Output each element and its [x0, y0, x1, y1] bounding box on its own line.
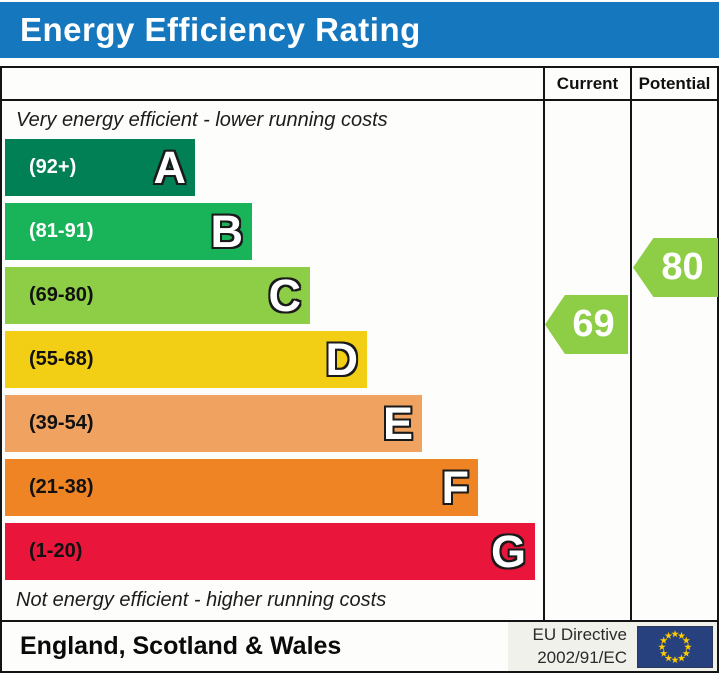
epc-band-A: (92+) A — [5, 139, 195, 196]
eu-directive-box: EU Directive 2002/91/EC — [508, 622, 717, 671]
current-rating-column: 69 — [543, 101, 630, 620]
band-range-label: (1-20) — [29, 540, 83, 562]
band-range-label: (55-68) — [29, 348, 94, 370]
epc-band-E: (39-54) E — [5, 395, 422, 452]
band-range-label: (92+) — [29, 156, 77, 178]
footer: England, Scotland & Wales EU Directive 2… — [2, 620, 717, 671]
band-range-label: (39-54) — [29, 412, 94, 434]
epc-band-F: (21-38) F — [5, 459, 478, 516]
column-header-current: Current — [543, 68, 630, 99]
band-range-label: (81-91) — [29, 220, 94, 242]
eu-flag-icon — [637, 625, 713, 668]
page-title: Energy Efficiency Rating — [20, 11, 421, 48]
region-label: England, Scotland & Wales — [20, 632, 342, 660]
band-range-label: (69-80) — [29, 284, 94, 306]
epc-table: Current Potential Very energy efficient … — [0, 66, 719, 673]
potential-arrow: 80 — [633, 238, 718, 297]
epc-bands: (92+) A (81-91) B (69-80) C (55-68) D (39-54) E (2… — [2, 139, 543, 580]
potential-value: 80 — [661, 246, 704, 288]
chart-body: Very energy efficient - lower running co… — [2, 101, 718, 620]
band-letter: F — [441, 462, 470, 513]
column-header-row: Current Potential — [2, 68, 717, 101]
current-value: 69 — [572, 303, 615, 345]
current-arrow: 69 — [545, 295, 628, 354]
bottom-note: Not energy efficient - higher running co… — [16, 588, 387, 611]
band-letter: G — [490, 526, 526, 577]
epc-band-G: (1-20) G — [5, 523, 535, 580]
eu-directive-line1: EU Directive — [532, 625, 627, 645]
band-range-label: (21-38) — [29, 476, 94, 498]
epc-band-D: (55-68) D — [5, 331, 367, 388]
band-letter: A — [153, 142, 187, 193]
column-header-potential: Potential — [630, 68, 717, 99]
page-title-bar: Energy Efficiency Rating — [0, 2, 719, 58]
band-letter: E — [382, 398, 413, 449]
eu-directive-text: EU Directive 2002/91/EC — [533, 624, 627, 668]
epc-band-C: (69-80) C — [5, 267, 310, 324]
top-note: Very energy efficient - lower running co… — [16, 108, 388, 131]
band-letter: D — [325, 334, 359, 385]
header-spacer — [2, 68, 543, 99]
band-letter: C — [268, 270, 302, 321]
band-letter: B — [210, 206, 244, 257]
band-chart-column: Very energy efficient - lower running co… — [2, 101, 543, 620]
potential-rating-column: 80 — [630, 101, 718, 620]
epc-band-B: (81-91) B — [5, 203, 252, 260]
eu-directive-line2: 2002/91/EC — [537, 647, 627, 667]
